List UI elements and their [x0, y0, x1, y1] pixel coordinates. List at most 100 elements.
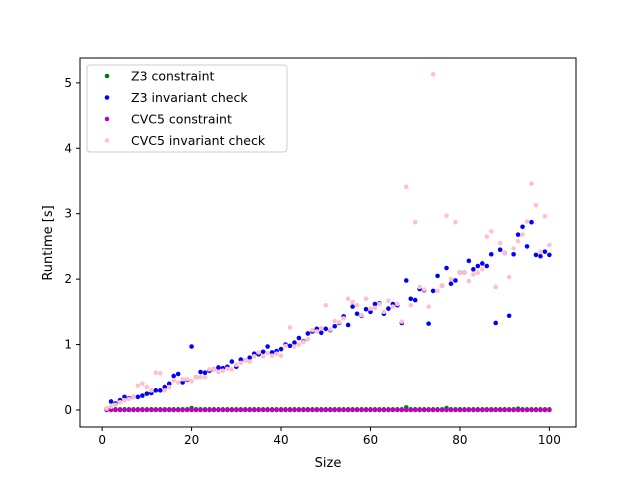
data-point: [314, 407, 320, 413]
data-point: [211, 407, 217, 413]
data-point: [301, 407, 306, 413]
data-point: [225, 407, 230, 413]
legend-entries: Z3 constraint Z3 invariant check CVC5 cons…: [104, 69, 266, 148]
data-point: [242, 357, 248, 363]
data-point: [435, 288, 440, 294]
data-point: [220, 368, 226, 374]
data-point: [408, 296, 414, 302]
data-point: [184, 376, 190, 382]
data-point: [117, 399, 123, 405]
data-point: [412, 219, 418, 225]
data-point: [386, 407, 391, 413]
data-point: [453, 278, 458, 283]
data-point: [140, 407, 145, 413]
data-point: [430, 288, 436, 294]
data-point: [471, 267, 476, 272]
data-point: [390, 407, 396, 413]
data-point: [363, 306, 369, 312]
data-point: [538, 249, 543, 254]
data-point: [117, 407, 123, 413]
data-point: [345, 407, 351, 413]
data-point: [283, 343, 288, 349]
data-point: [216, 407, 221, 413]
data-point: [171, 407, 176, 413]
x-tick-label: 60: [363, 433, 378, 447]
data-point: [448, 276, 454, 282]
data-point: [171, 373, 176, 379]
data-point: [318, 407, 324, 413]
data-point: [390, 304, 396, 309]
data-point: [403, 407, 409, 413]
data-point: [448, 407, 454, 413]
data-point: [542, 214, 548, 219]
data-point: [403, 278, 409, 283]
data-point: [122, 407, 127, 413]
data-point: [426, 321, 431, 326]
data-point: [287, 407, 293, 413]
data-point: [547, 242, 552, 248]
data-point: [515, 407, 521, 413]
data-point: [157, 388, 163, 393]
y-tick-label: 5: [64, 76, 72, 90]
data-point: [327, 327, 333, 332]
data-point: [502, 407, 507, 413]
data-point: [493, 284, 499, 290]
data-point: [417, 407, 422, 413]
data-point: [488, 407, 494, 413]
legend-label: Z3 constraint: [131, 69, 215, 84]
data-point: [144, 391, 150, 396]
data-point: [175, 407, 181, 413]
legend-label: CVC5 constraint: [131, 112, 232, 127]
data-point: [283, 407, 288, 413]
x-axis: 0 20 40 60 80 100: [98, 427, 561, 447]
y-tick-label: 0: [64, 403, 72, 417]
data-point: [144, 407, 150, 413]
data-point: [412, 297, 418, 303]
data-point: [238, 357, 244, 362]
data-point: [426, 407, 431, 413]
data-point: [108, 404, 114, 410]
data-point: [202, 370, 208, 376]
data-point: [533, 407, 539, 413]
data-point: [108, 399, 114, 404]
data-point: [144, 384, 150, 390]
data-point: [484, 407, 490, 413]
data-point: [113, 402, 118, 408]
legend-marker: [104, 138, 110, 143]
data-point: [488, 229, 494, 234]
data-point: [296, 407, 302, 413]
data-point: [372, 305, 378, 311]
data-point: [216, 365, 221, 370]
data-point: [368, 309, 373, 315]
data-point: [189, 344, 194, 349]
data-point: [448, 281, 454, 287]
x-tick-label: 80: [452, 433, 467, 447]
data-point: [408, 303, 414, 308]
data-point: [381, 309, 387, 315]
data-point: [153, 388, 159, 393]
data-point: [524, 244, 530, 249]
data-point: [198, 374, 203, 380]
data-point: [350, 299, 355, 305]
data-point: [439, 407, 445, 413]
data-point: [377, 407, 382, 413]
data-point: [234, 407, 239, 413]
data-point: [538, 407, 543, 413]
data-point: [323, 326, 329, 332]
data-point: [140, 381, 145, 387]
data-point: [287, 343, 293, 349]
y-axis: 0 1 2 3 4 5: [64, 76, 80, 417]
data-point: [524, 407, 530, 413]
x-tick-label: 40: [273, 433, 288, 447]
data-point: [305, 337, 311, 342]
data-point: [524, 219, 530, 224]
y-tick-label: 2: [64, 272, 72, 286]
data-point: [287, 325, 293, 330]
x-tick-label: 20: [184, 433, 199, 447]
data-point: [234, 362, 239, 368]
data-point: [131, 407, 136, 413]
data-point: [359, 312, 364, 318]
x-tick-label: 0: [98, 433, 106, 447]
x-tick-label: 100: [538, 433, 561, 447]
